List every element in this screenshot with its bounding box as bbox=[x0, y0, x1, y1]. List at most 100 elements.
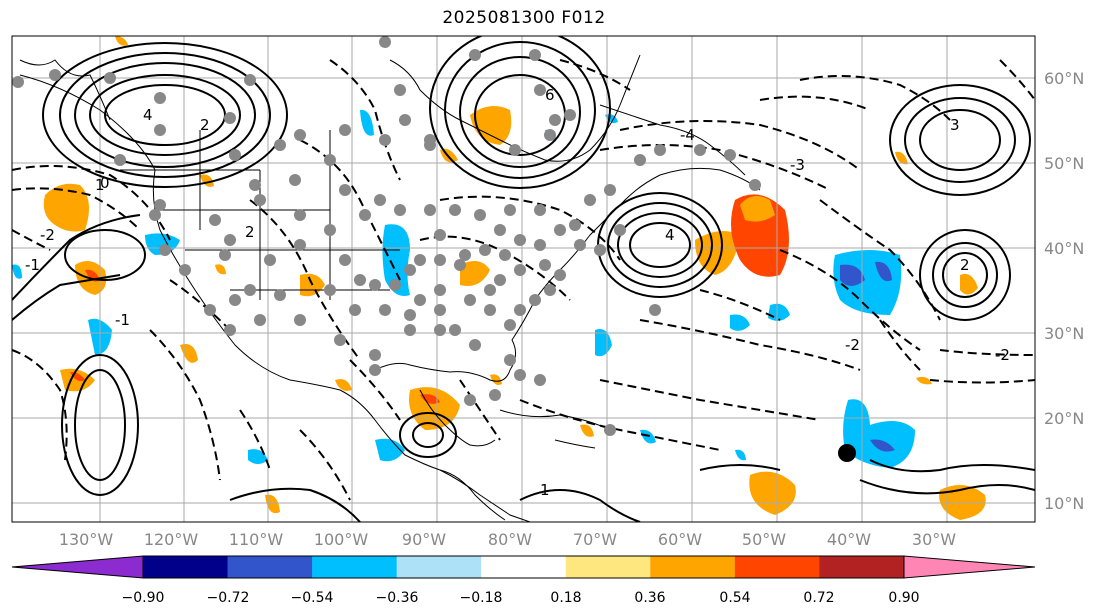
colorbar-tick-label: −0.90 bbox=[122, 590, 165, 606]
contour-label: -2 bbox=[995, 346, 1010, 364]
lat-label: 20°N bbox=[1044, 409, 1084, 428]
colorbar-segment bbox=[650, 556, 736, 578]
station-marker bbox=[374, 194, 386, 206]
colorbar bbox=[11, 555, 1036, 579]
longitude-labels: 130°W 120°W 110°W 100°W 90°W 80°W 70°W 6… bbox=[59, 530, 956, 549]
station-marker bbox=[404, 309, 416, 321]
lon-label: 50°W bbox=[742, 530, 786, 549]
colorbar-tick-label: −0.72 bbox=[207, 590, 250, 606]
station-marker bbox=[424, 134, 436, 146]
lon-label: 70°W bbox=[573, 530, 617, 549]
station-marker bbox=[514, 304, 526, 316]
station-marker bbox=[414, 254, 426, 266]
station-marker bbox=[224, 234, 236, 246]
station-marker bbox=[494, 274, 506, 286]
station-marker bbox=[534, 374, 546, 386]
lon-label: 90°W bbox=[402, 530, 446, 549]
station-marker bbox=[394, 204, 406, 216]
station-marker bbox=[294, 129, 306, 141]
lon-label: 40°W bbox=[827, 530, 871, 549]
station-marker bbox=[544, 129, 556, 141]
lat-label: 10°N bbox=[1044, 494, 1084, 513]
station-marker bbox=[404, 264, 416, 276]
station-marker bbox=[224, 324, 236, 336]
map-canvas: 4 2 1 0 -2 -1 6 4 3 2 1 -2 -1 -3 2 -2 -4 bbox=[12, 36, 1035, 522]
station-marker bbox=[229, 149, 241, 161]
contour-label: -3 bbox=[790, 156, 805, 174]
station-marker bbox=[479, 244, 491, 256]
station-marker bbox=[584, 194, 596, 206]
station-marker bbox=[154, 124, 166, 136]
station-marker bbox=[539, 259, 551, 271]
station-marker bbox=[494, 224, 506, 236]
station-marker bbox=[244, 74, 256, 86]
station-marker bbox=[324, 224, 336, 236]
station-marker bbox=[254, 194, 266, 206]
station-marker bbox=[294, 239, 306, 251]
station-marker bbox=[389, 279, 401, 291]
station-marker bbox=[514, 369, 526, 381]
map-frame bbox=[11, 35, 1036, 523]
contour-label: -1 bbox=[115, 311, 130, 329]
station-marker bbox=[724, 149, 736, 161]
contour-labels: 4 2 1 0 -2 -1 6 4 3 2 1 -2 -1 -3 2 -2 -4 bbox=[25, 86, 1010, 499]
colorbar-extend-min bbox=[11, 555, 144, 579]
lat-label: 30°N bbox=[1044, 324, 1084, 343]
station-marker bbox=[209, 214, 221, 226]
dashed-contours bbox=[12, 59, 1035, 501]
contour-label: 4 bbox=[665, 226, 675, 244]
station-marker bbox=[534, 204, 546, 216]
station-marker bbox=[354, 274, 366, 286]
station-marker bbox=[369, 279, 381, 291]
station-marker bbox=[514, 234, 526, 246]
station-marker bbox=[574, 239, 586, 251]
station-marker bbox=[149, 209, 161, 221]
station-marker bbox=[274, 289, 286, 301]
lon-label: 100°W bbox=[314, 530, 369, 549]
colorbar-segment bbox=[819, 556, 905, 578]
station-marker bbox=[464, 394, 476, 406]
height-contours bbox=[12, 36, 1035, 522]
colorbar-tick-label: 0.90 bbox=[888, 590, 919, 606]
station-marker bbox=[534, 239, 546, 251]
station-marker bbox=[449, 324, 461, 336]
station-marker bbox=[379, 304, 391, 316]
station-marker bbox=[379, 134, 391, 146]
colorbar-segment bbox=[312, 556, 398, 578]
contour-label: 2 bbox=[200, 116, 210, 134]
station-marker bbox=[204, 304, 216, 316]
lon-label: 110°W bbox=[229, 530, 284, 549]
station-marker bbox=[349, 304, 361, 316]
station-marker bbox=[544, 284, 556, 296]
station-marker bbox=[324, 154, 336, 166]
station-markers bbox=[12, 36, 761, 436]
colorbar-tick-label: −0.36 bbox=[376, 590, 419, 606]
station-marker bbox=[529, 294, 541, 306]
contour-label: 6 bbox=[545, 86, 555, 104]
colorbar-segment bbox=[481, 556, 567, 578]
station-marker bbox=[294, 209, 306, 221]
station-marker bbox=[104, 72, 116, 84]
contour-label: 2 bbox=[245, 223, 255, 241]
station-marker bbox=[504, 319, 516, 331]
colorbar-segment bbox=[565, 556, 651, 578]
contour-label: -2 bbox=[845, 336, 860, 354]
map-gridlines bbox=[12, 36, 1035, 522]
lon-label: 80°W bbox=[488, 530, 532, 549]
station-marker bbox=[264, 254, 276, 266]
station-marker bbox=[449, 204, 461, 216]
station-marker bbox=[654, 144, 666, 156]
station-marker bbox=[614, 224, 626, 236]
station-marker bbox=[749, 179, 761, 191]
colorbar-segment bbox=[227, 556, 313, 578]
station-marker bbox=[534, 84, 546, 96]
station-marker bbox=[414, 294, 426, 306]
lat-label: 50°N bbox=[1044, 154, 1084, 173]
colorbar-segment bbox=[734, 556, 820, 578]
colorbar-segment bbox=[143, 556, 229, 578]
station-marker bbox=[569, 219, 581, 231]
station-marker bbox=[294, 314, 306, 326]
colorbar-tick-label: 0.18 bbox=[550, 590, 581, 606]
station-marker bbox=[369, 364, 381, 376]
